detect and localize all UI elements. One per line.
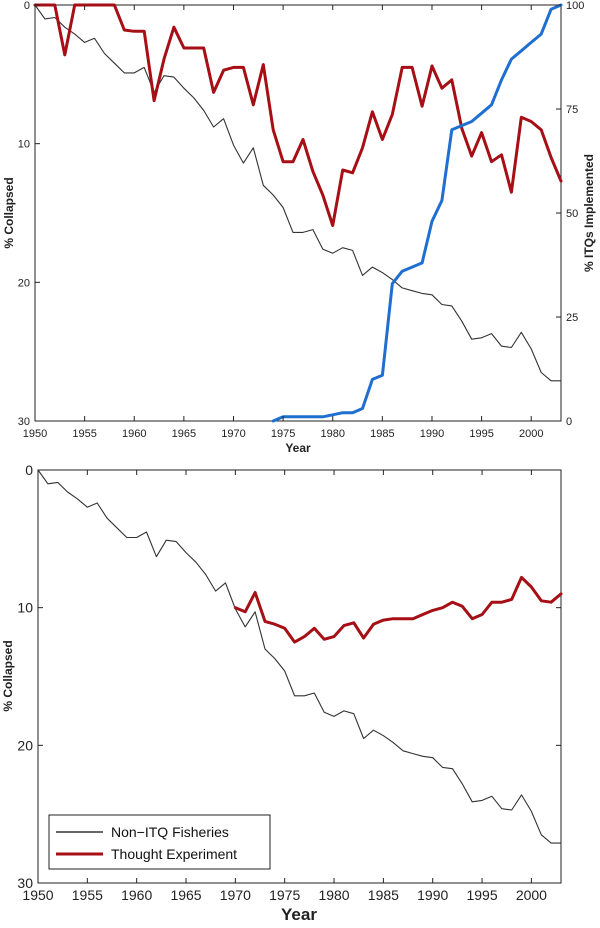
series-line-non-itq-fisheries xyxy=(37,469,562,844)
y-tick-label: 0 xyxy=(24,0,30,12)
x-tick-label: 1985 xyxy=(370,428,394,440)
x-tick-label: 1980 xyxy=(318,887,349,903)
top-y-axis-label: % Collapsed xyxy=(2,177,16,248)
series-line-itqs-implemented xyxy=(271,3,563,423)
legend: Non−ITQ Fisheries Thought Experiment xyxy=(48,814,271,870)
x-tick-label: 1990 xyxy=(420,428,444,440)
y2-tick-label: 0 xyxy=(566,416,572,428)
legend-label-non-itq: Non−ITQ Fisheries xyxy=(111,824,229,840)
y-tick-label: 20 xyxy=(18,277,30,289)
x-tick-label: 1995 xyxy=(466,887,497,903)
x-tick-label: 1965 xyxy=(170,887,201,903)
series-line-non-itq-fisheries xyxy=(34,4,562,382)
top-chart-panel: 1950 1955 1960 1965 1970 1975 1980 1985 1990 1995… xyxy=(2,0,596,455)
x-tick-label: 1975 xyxy=(269,887,300,903)
y-tick-label: 30 xyxy=(17,875,33,891)
y-tick-label: 30 xyxy=(18,416,30,428)
x-tick-label: 1990 xyxy=(417,887,448,903)
x-tick-label: 1960 xyxy=(121,887,152,903)
x-tick-label: 1960 xyxy=(122,428,146,440)
y2-tick-label: 50 xyxy=(566,208,578,220)
x-tick-label: 1970 xyxy=(221,428,245,440)
x-tick-label: 1985 xyxy=(368,887,399,903)
top-x-axis-label: Year xyxy=(285,441,311,455)
x-tick-label: 2000 xyxy=(519,428,543,440)
series-line-thought-experiment xyxy=(233,575,563,644)
x-tick-label: 1965 xyxy=(172,428,196,440)
y2-tick-label: 75 xyxy=(566,104,578,116)
x-tick-label: 2000 xyxy=(516,887,547,903)
x-tick-label: 1970 xyxy=(220,887,251,903)
y2-tick-label: 25 xyxy=(566,312,578,324)
x-tick-label: 1950 xyxy=(22,887,53,903)
x-tick-label: 1980 xyxy=(320,428,344,440)
bottom-chart-panel: 1950 1955 1960 1965 1970 1975 1980 1985 1990 1995… xyxy=(1,462,563,924)
legend-box xyxy=(48,814,271,870)
top-y2-axis-label: % ITQs Implemented xyxy=(582,154,596,272)
y-tick-label: 20 xyxy=(17,737,33,753)
x-tick-label: 1955 xyxy=(72,428,96,440)
x-tick-label: 1955 xyxy=(72,887,103,903)
legend-label-thought-experiment: Thought Experiment xyxy=(111,846,237,862)
bottom-y-axis-label: % Collapsed xyxy=(1,640,15,711)
y-tick-label: 0 xyxy=(25,462,33,478)
series-line-thought-experiment-top xyxy=(33,3,563,227)
y2-tick-label: 100 xyxy=(566,0,584,12)
y-tick-label: 10 xyxy=(17,600,33,616)
x-tick-label: 1950 xyxy=(23,428,47,440)
bottom-plot-area xyxy=(37,469,562,884)
top-plot-area xyxy=(34,4,562,422)
x-tick-label: 1975 xyxy=(271,428,295,440)
y-tick-label: 10 xyxy=(18,139,30,151)
x-tick-label: 1995 xyxy=(469,428,493,440)
bottom-x-axis-label: Year xyxy=(281,905,317,924)
